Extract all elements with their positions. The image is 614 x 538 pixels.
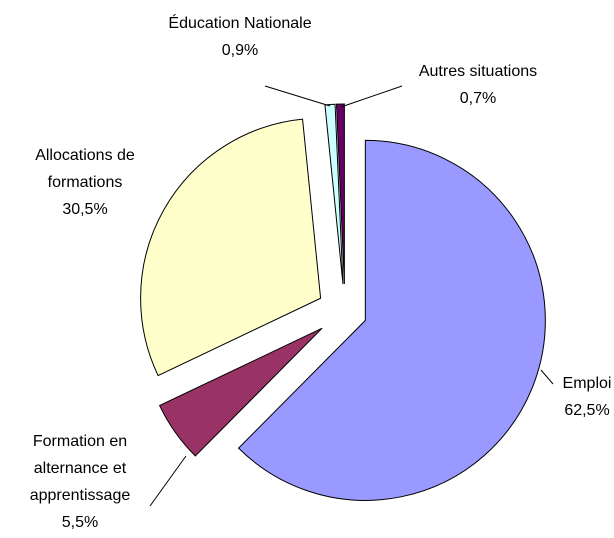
slice-label: Emploi 62,5% (562, 375, 612, 419)
leader-line (540, 369, 554, 385)
pie-slice (335, 103, 345, 285)
pie-slice (140, 118, 322, 377)
pie-slice (237, 139, 546, 501)
slice-label: Éducation Nationale 0,9% (168, 15, 312, 59)
leader-line (149, 455, 187, 507)
slice-label: Formation en alternance et apprentissage… (29, 433, 131, 531)
pie-slice (158, 327, 323, 457)
pie-slice (324, 103, 344, 285)
leader-line (264, 85, 331, 107)
leader-line (340, 85, 403, 108)
slice-label: Allocations de formations 30,5% (35, 147, 135, 218)
slice-label: Autres situations 0,7% (418, 63, 538, 107)
